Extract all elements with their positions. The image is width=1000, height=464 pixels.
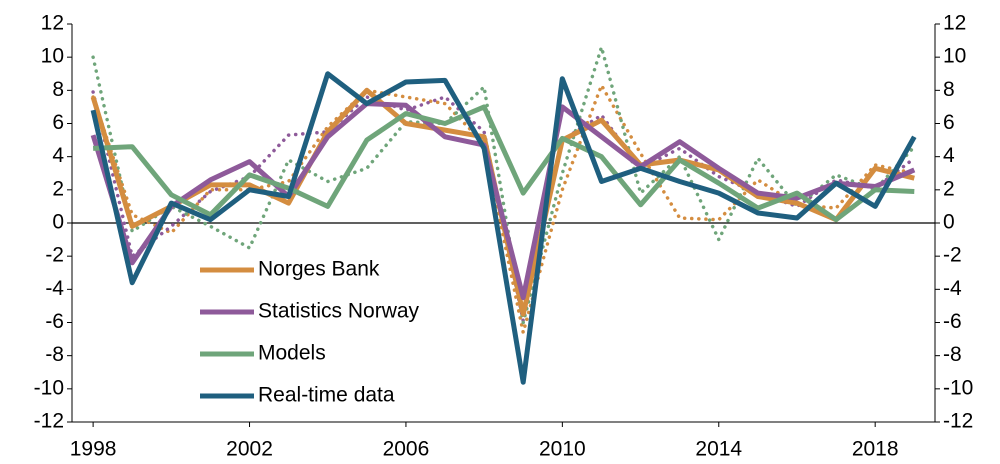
y-tick-label: -2 [45,244,64,267]
y2-tick-label: -12 [943,410,973,433]
y-tick-label: 8 [52,78,64,101]
legend-label: Norges Bank [258,258,380,281]
y2-tick-label: 4 [943,144,955,167]
y-tick-label: -4 [45,277,64,300]
y-tick-label: 6 [52,111,64,134]
legend-label: Models [258,342,326,365]
x-tick-label: 2018 [852,438,899,461]
x-tick-label: 2006 [383,438,430,461]
x-tick-label: 2010 [539,438,586,461]
line [90,101,916,301]
y-tick-label: -6 [45,310,64,333]
y2-tick-label: 12 [943,12,966,35]
x-tick-label: 1998 [70,438,117,461]
y2-tick-label: -6 [943,310,962,333]
y2-tick-label: -4 [943,277,962,300]
y2-tick-label: -8 [943,343,962,366]
legend-label: Statistics Norway [258,300,420,323]
y2-tick-label: 0 [943,211,955,234]
y2-tick-label: 6 [943,111,955,134]
line [92,104,915,223]
y-tick-label: 4 [52,144,64,167]
y-tick-label: -12 [34,410,64,433]
y2-tick-label: 8 [943,78,955,101]
y2-tick-label: -2 [943,244,962,267]
dotted-line [91,45,917,325]
line [90,71,917,385]
y-tick-label: -10 [34,376,64,399]
legend-label: Real-time data [258,384,395,407]
y2-tick-label: 2 [943,177,955,200]
y-tick-label: 10 [41,45,64,68]
y-tick-label: -8 [45,343,64,366]
y-tick-label: 12 [41,12,64,35]
x-tick-label: 2014 [695,438,742,461]
y2-tick-label: -10 [943,376,973,399]
x-tick-label: 2002 [226,438,273,461]
y-tick-label: 2 [52,177,64,200]
dotted-line [91,83,917,335]
y2-tick-label: 10 [943,45,966,68]
y-tick-label: 0 [52,211,64,234]
